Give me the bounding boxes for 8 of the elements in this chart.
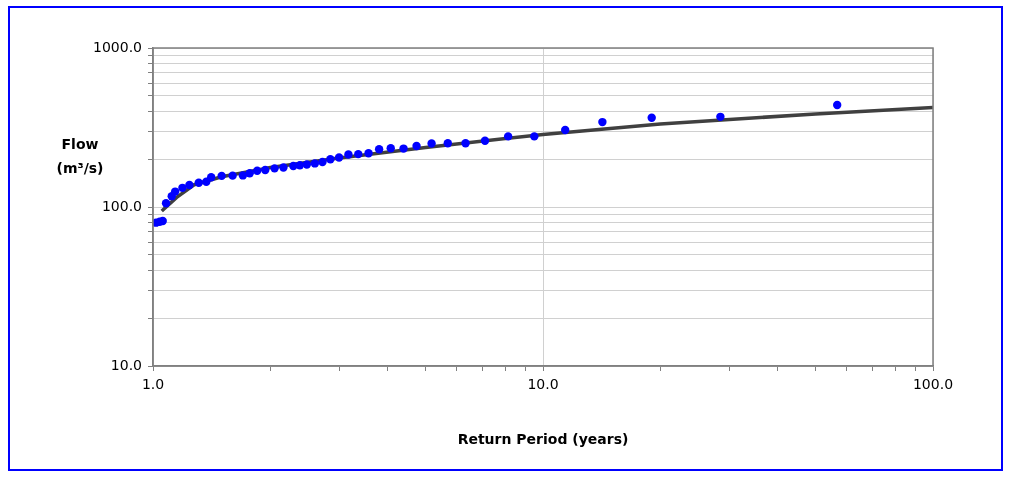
x-axis-title: Return Period (years) bbox=[457, 431, 629, 448]
y-tick-label: 100.0 bbox=[101, 197, 142, 214]
x-tick-label: 1.0 bbox=[141, 376, 165, 393]
x-tick-label: 10.0 bbox=[527, 376, 559, 393]
y-tick-label: 10.0 bbox=[110, 356, 142, 373]
y-tick-label: 1000.0 bbox=[93, 38, 142, 55]
x-tick-label: 100.0 bbox=[912, 376, 954, 393]
y-axis-title: Flow (m³/s) bbox=[55, 135, 105, 178]
